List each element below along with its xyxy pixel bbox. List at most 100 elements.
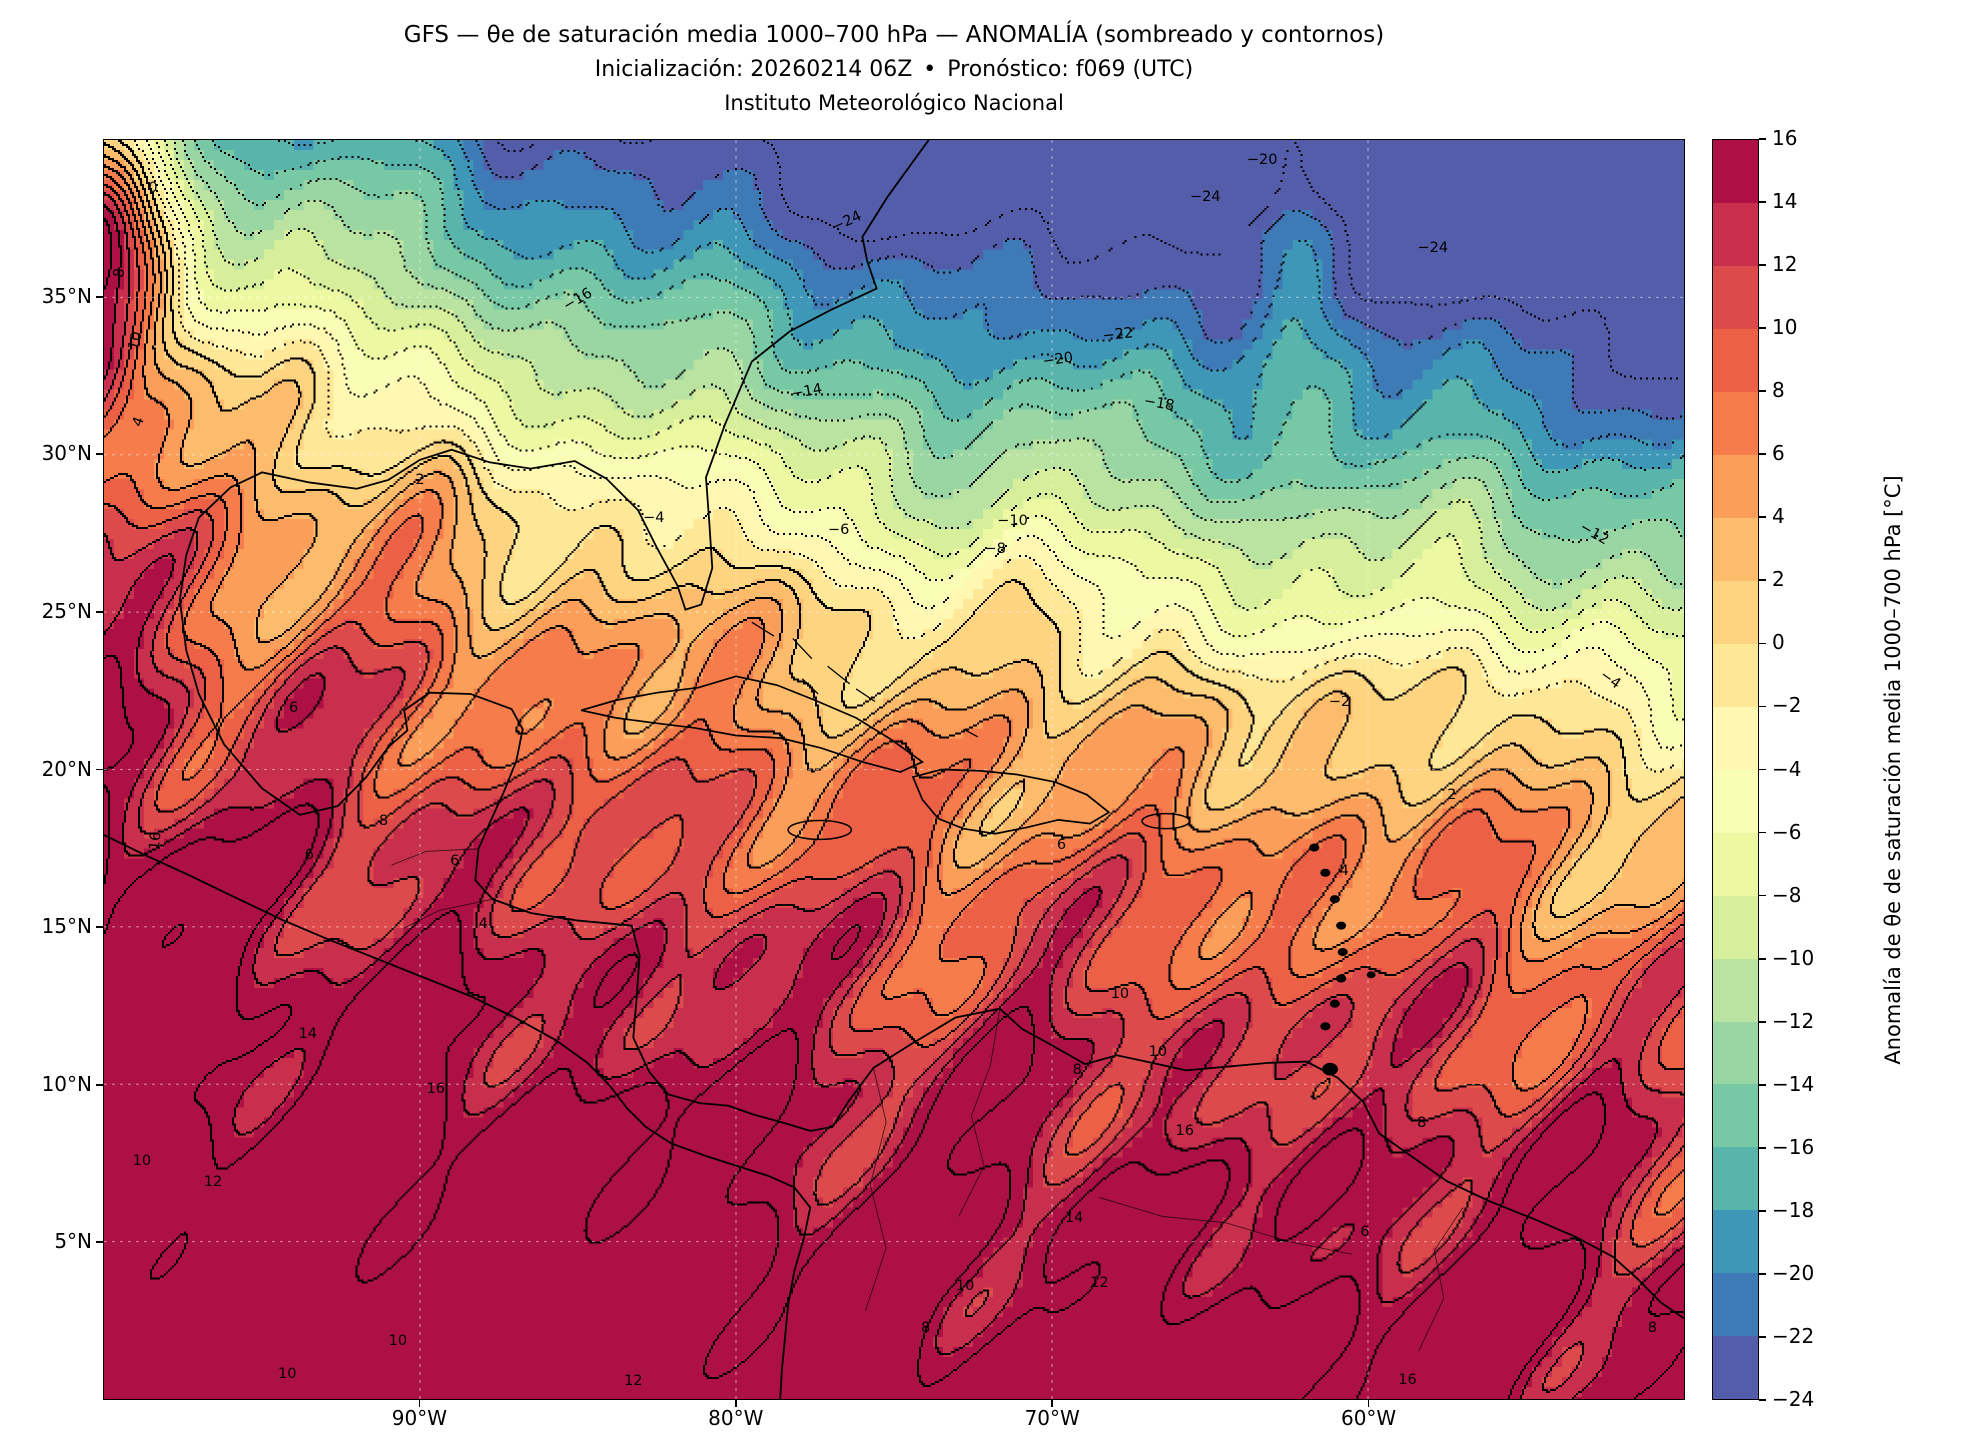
lat-tick-mark [96, 1241, 103, 1244]
chart-subtitle-init-forecast: Inicialización: 20260214 06Z • Pronóstic… [594, 57, 1194, 82]
lat-tick-label: 15°N [41, 914, 92, 939]
colorbar-tick-mark [1759, 642, 1766, 645]
colorbar-tick-label: 10 [1772, 315, 1798, 340]
lon-tick-label: 90°W [391, 1406, 447, 1430]
lon-tick-label: 80°W [708, 1406, 764, 1430]
gridlines [104, 140, 1684, 1399]
contour-label: 8 [1417, 1115, 1427, 1132]
contour-label: 12 [1090, 1274, 1109, 1291]
colorbar-tick-label: −14 [1772, 1071, 1815, 1096]
colorbar-cell [1713, 517, 1758, 581]
lat-tick-mark [96, 610, 103, 613]
colorbar-cell [1713, 958, 1758, 1022]
contour-label: 10 [132, 1152, 152, 1169]
country-borders [392, 849, 1463, 1351]
lon-tick-mark [734, 1400, 737, 1407]
lat-tick-mark [96, 453, 103, 456]
colorbar-tick-mark [1759, 1399, 1766, 1401]
colorbar-tick-mark [1759, 516, 1766, 519]
map-overlay [104, 140, 1684, 1399]
lat-tick-label: 30°N [41, 441, 92, 466]
colorbar-tick-label: −6 [1772, 819, 1802, 844]
island-puerto-rico [1142, 814, 1189, 829]
colorbar-tick-mark [1759, 390, 1766, 393]
lon-tick-mark [418, 1400, 421, 1407]
chart-title: GFS — θe de saturación media 1000–700 hP… [403, 22, 1385, 48]
colorbar-tick-mark [1759, 831, 1766, 834]
colorbar-tick-label: −2 [1772, 693, 1802, 718]
contour-label: 16 [147, 831, 165, 852]
contour-label: −4 [1596, 667, 1624, 693]
colorbar-tick-label: 8 [1772, 378, 1785, 403]
contour-label: 8 [379, 812, 389, 829]
contour-label: −24 [1417, 240, 1449, 257]
colorbar-tick-mark [1759, 1273, 1766, 1275]
colorbar-tick-mark [1759, 957, 1766, 960]
colorbar-tick-label: 4 [1772, 504, 1785, 529]
colorbar-cell [1713, 1147, 1758, 1211]
colorbar-cell [1713, 643, 1758, 707]
colorbar-cell [1713, 1210, 1758, 1274]
lat-tick-mark [96, 926, 103, 929]
colorbar-tick-mark [1759, 1020, 1766, 1023]
contour-label: −24 [1189, 188, 1221, 205]
contour-label: −20 [1042, 350, 1075, 371]
colorbar-cell [1713, 265, 1758, 330]
contour-label: 4 [478, 916, 488, 933]
contour-label: −14 [790, 381, 824, 403]
coastline-pacific [104, 835, 810, 1399]
colorbar-tick-label: −22 [1772, 1323, 1815, 1348]
coastline-mexico-caribbean-southamerica [180, 518, 1684, 1319]
contour-label: 10 [278, 1365, 297, 1382]
lon-tick-label: 70°W [1024, 1406, 1080, 1430]
colorbar-tick-mark [1759, 894, 1766, 897]
coastlines [104, 140, 1684, 1399]
lat-tick-label: 20°N [41, 756, 92, 781]
contour-label: 8 [920, 1320, 931, 1337]
islands-lesser-antilles [1309, 843, 1376, 1076]
colorbar-cell [1713, 454, 1758, 518]
lon-tick-mark [1367, 1400, 1370, 1407]
contour-label: −20 [1246, 151, 1278, 168]
contour-label: −10 [997, 513, 1028, 530]
contour-label: 4 [129, 414, 148, 430]
contour-label: −12 [1576, 519, 1612, 549]
lat-tick-label: 35°N [41, 283, 92, 308]
colorbar-tick-mark [1759, 705, 1766, 708]
contour-label: 10 [1148, 1043, 1168, 1060]
colorbar-cell [1713, 895, 1758, 959]
contour-label: 0 [148, 179, 158, 196]
colorbar-label: Anomalía de θe de saturación media 1000–… [1881, 475, 1905, 1065]
contour-label: 6 [288, 699, 299, 716]
colorbar-tick-mark [1759, 201, 1766, 203]
contour-label: −16 [560, 285, 596, 315]
lon-tick-label: 60°W [1340, 1406, 1397, 1430]
colorbar-tick-mark [1759, 138, 1766, 140]
colorbar-tick-label: 16 [1772, 126, 1798, 150]
coastline-us-gulf-atlantic [199, 140, 929, 610]
colorbar-tick-label: −4 [1772, 756, 1802, 781]
lat-tick-label: 10°N [41, 1071, 92, 1096]
colorbar-cell [1713, 202, 1758, 267]
lon-tick-mark [1051, 1400, 1054, 1407]
colorbar-tick-mark [1759, 1146, 1766, 1149]
colorbar-cell [1713, 328, 1758, 393]
colorbar-tick-label: −10 [1772, 945, 1815, 970]
contour-label: 16 [1175, 1122, 1194, 1139]
colorbar-cell [1713, 769, 1758, 833]
colorbar-cell [1713, 140, 1758, 204]
contour-label: 2 [415, 471, 425, 488]
colorbar-cell [1713, 391, 1758, 455]
contour-label: −18 [1143, 393, 1176, 415]
contour-label: 14 [298, 1025, 318, 1042]
contour-label: 6 [1360, 1223, 1370, 1240]
contour-label: −4 [643, 509, 665, 526]
contour-label: 12 [203, 1174, 223, 1191]
colorbar-tick-label: −12 [1772, 1008, 1815, 1033]
contour-label: 10 [388, 1332, 408, 1349]
contour-labels-layer: 0 8 10 4 −16 −24 −24 −20 −24 −22 −20 −18 −14 −10 −8 −6−… [104, 140, 1684, 1399]
colorbar-tick-mark [1759, 579, 1766, 582]
colorbar-cell [1713, 832, 1758, 896]
lat-tick-label: 5°N [54, 1229, 92, 1254]
contour-label: 10 [125, 330, 146, 353]
